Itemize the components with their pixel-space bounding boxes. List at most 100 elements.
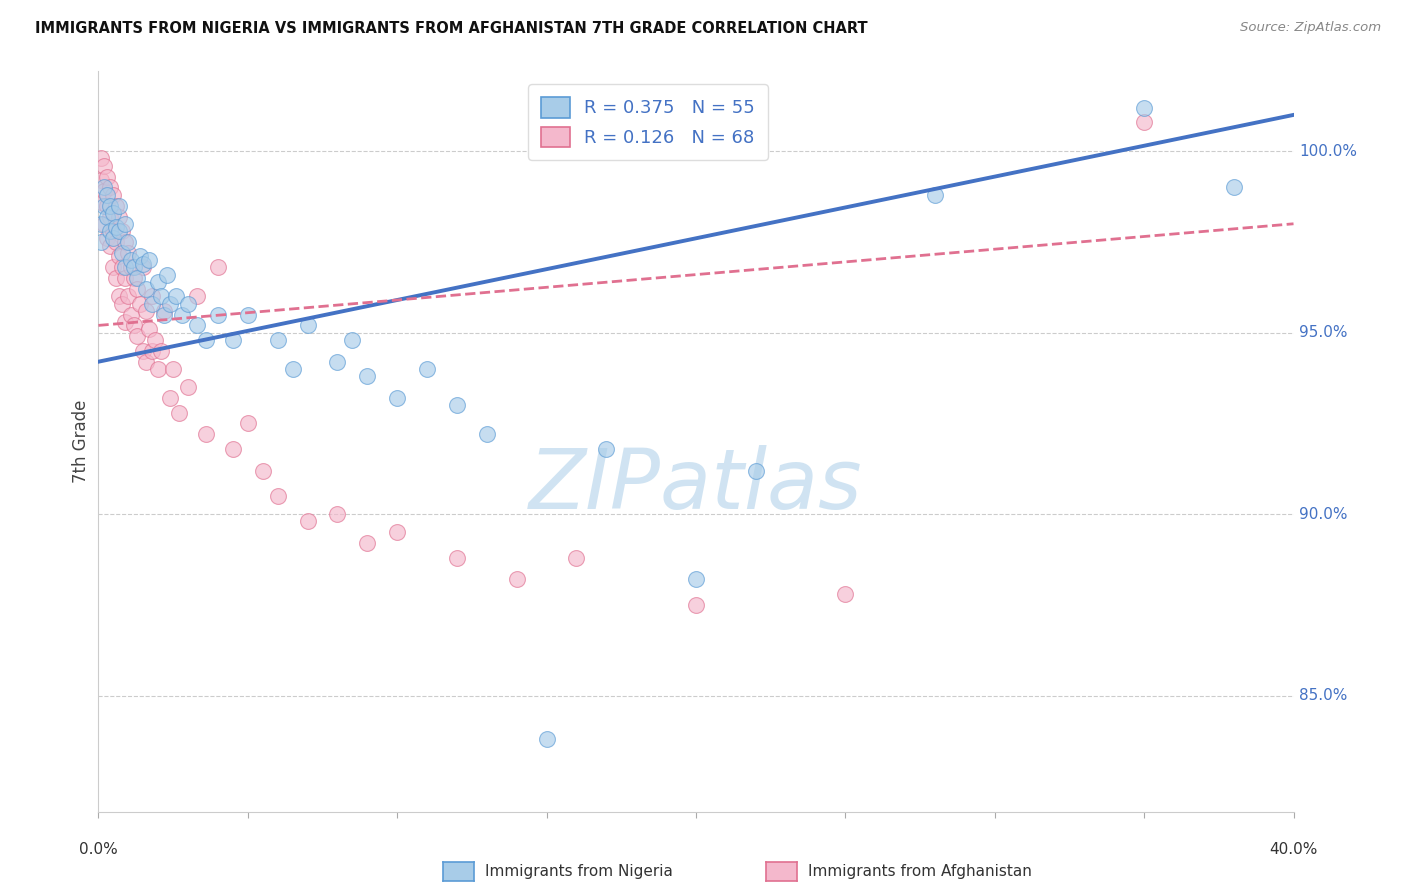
Point	[135, 304, 157, 318]
Point	[326, 507, 349, 521]
Legend: R = 0.375   N = 55, R = 0.126   N = 68: R = 0.375 N = 55, R = 0.126 N = 68	[529, 84, 768, 160]
Point	[90, 194, 112, 209]
Point	[267, 333, 290, 347]
Point	[685, 573, 707, 587]
Point	[93, 184, 115, 198]
Point	[132, 260, 155, 275]
Point	[90, 173, 112, 187]
Text: IMMIGRANTS FROM NIGERIA VS IMMIGRANTS FROM AFGHANISTAN 7TH GRADE CORRELATION CHA: IMMIGRANTS FROM NIGERIA VS IMMIGRANTS FR…	[35, 21, 868, 37]
Point	[506, 573, 529, 587]
Point	[90, 217, 112, 231]
Point	[446, 398, 468, 412]
Text: 100.0%: 100.0%	[1299, 144, 1358, 159]
Point	[132, 257, 155, 271]
Point	[96, 199, 118, 213]
Point	[153, 304, 176, 318]
Point	[120, 308, 142, 322]
Point	[148, 362, 170, 376]
Point	[186, 318, 208, 333]
Point	[93, 199, 115, 213]
Point	[385, 525, 409, 540]
Point	[127, 282, 149, 296]
Point	[138, 322, 160, 336]
Point	[141, 296, 163, 310]
Point	[103, 260, 125, 275]
Point	[475, 427, 498, 442]
Point	[385, 391, 409, 405]
Point	[565, 550, 588, 565]
Point	[148, 275, 170, 289]
Point	[98, 238, 122, 252]
Point	[207, 260, 229, 275]
Point	[124, 260, 146, 275]
Point	[127, 329, 149, 343]
Point	[159, 296, 181, 310]
Text: Immigrants from Afghanistan: Immigrants from Afghanistan	[808, 864, 1032, 879]
Point	[416, 362, 439, 376]
Point	[159, 391, 181, 405]
Point	[108, 210, 131, 224]
Point	[117, 289, 139, 303]
Point	[93, 217, 115, 231]
Point	[111, 296, 134, 310]
Point	[103, 231, 125, 245]
Point	[108, 199, 131, 213]
Point	[150, 289, 173, 303]
Point	[105, 271, 128, 285]
Point	[236, 308, 259, 322]
Point	[177, 296, 200, 310]
Text: ZIPatlas: ZIPatlas	[529, 445, 863, 526]
Point	[114, 271, 136, 285]
Point	[595, 442, 617, 456]
Point	[124, 271, 146, 285]
Text: 0.0%: 0.0%	[79, 842, 118, 857]
Point	[167, 405, 190, 419]
Text: 95.0%: 95.0%	[1299, 326, 1348, 340]
Point	[153, 308, 176, 322]
Point	[297, 318, 319, 333]
Point	[186, 289, 208, 303]
Point	[90, 235, 112, 249]
Point	[117, 235, 139, 249]
Point	[103, 224, 125, 238]
Text: 90.0%: 90.0%	[1299, 507, 1348, 522]
Text: Immigrants from Nigeria: Immigrants from Nigeria	[485, 864, 673, 879]
Point	[297, 515, 319, 529]
Point	[120, 260, 142, 275]
Text: 40.0%: 40.0%	[1270, 842, 1317, 857]
Point	[129, 250, 152, 264]
Point	[172, 308, 194, 322]
Point	[108, 224, 131, 238]
Point	[114, 315, 136, 329]
Point	[114, 260, 136, 275]
Point	[1133, 101, 1156, 115]
Point	[326, 354, 349, 368]
Point	[135, 282, 157, 296]
Point	[834, 587, 856, 601]
Point	[98, 199, 122, 213]
Point	[356, 369, 378, 384]
Point	[96, 210, 118, 224]
Point	[177, 380, 200, 394]
Point	[96, 187, 118, 202]
Point	[1133, 115, 1156, 129]
Point	[93, 180, 115, 194]
Point	[132, 343, 155, 358]
Point	[96, 231, 118, 245]
Point	[111, 224, 134, 238]
Point	[1223, 180, 1246, 194]
Point	[281, 362, 304, 376]
Point	[127, 271, 149, 285]
Point	[236, 417, 259, 431]
Point	[267, 489, 290, 503]
Point	[195, 427, 218, 442]
Point	[924, 187, 946, 202]
Point	[105, 199, 128, 213]
Point	[138, 253, 160, 268]
Point	[685, 598, 707, 612]
Point	[135, 354, 157, 368]
Point	[207, 308, 229, 322]
Point	[165, 289, 187, 303]
Point	[252, 464, 274, 478]
Point	[143, 333, 166, 347]
